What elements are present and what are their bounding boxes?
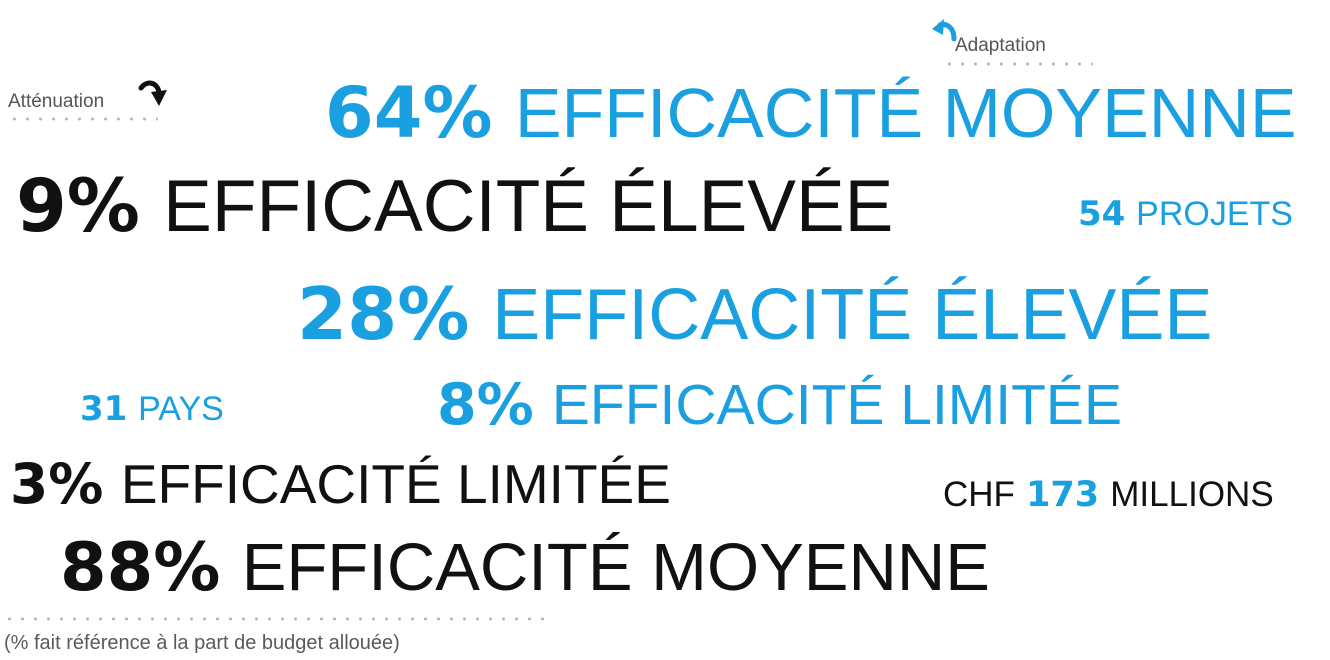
percentage-value: 3% [10,452,104,516]
statement-adaptation-limited: 8% EFFICACITÉ LIMITÉE [437,377,1122,434]
efficacy-label: EFFICACITÉ LIMITÉE [551,373,1122,437]
statement-mitigation-limited: 3% EFFICACITÉ LIMITÉE [10,457,671,512]
countries-number: 31 [80,389,128,429]
stat-projects: 54 PROJETS [1078,197,1293,231]
statement-adaptation-medium: 64% EFFICACITÉ MOYENNE [325,78,1297,148]
mitigation-dotted-line [8,117,158,121]
statement-mitigation-medium: 88% EFFICACITÉ MOYENNE [60,534,990,602]
adaptation-label: Adaptation [955,35,1046,56]
percentage-value: 64% [325,72,493,154]
budget-number: 173 [1026,475,1100,515]
percentage-value: 28% [297,272,470,356]
percentage-value: 8% [437,372,534,438]
curved-arrow-down-right-icon [138,80,167,106]
statement-mitigation-high: 9% EFFICACITÉ ÉLEVÉE [16,170,893,243]
statement-adaptation-high: 28% EFFICACITÉ ÉLEVÉE [297,278,1212,351]
curved-arrow-down-left-icon [932,19,957,42]
efficacy-label: EFFICACITÉ MOYENNE [514,74,1297,152]
efficacy-label: EFFICACITÉ ÉLEVÉE [492,275,1213,355]
stat-budget: CHF 173 MILLIONS [943,477,1274,513]
projects-label: PROJETS [1136,195,1293,233]
efficacy-label: EFFICACITÉ LIMITÉE [120,453,671,515]
projects-number: 54 [1078,194,1126,234]
footnote-dotted-line [3,617,551,621]
efficacy-label: EFFICACITÉ MOYENNE [241,530,990,605]
currency-label: CHF [943,475,1015,514]
mitigation-label: Atténuation [8,91,105,112]
percentage-value: 88% [60,528,221,606]
countries-label: PAYS [138,390,224,428]
footnote: (% fait référence à la part de budget al… [4,632,400,654]
stat-countries: 31 PAYS [80,392,224,426]
budget-label: MILLIONS [1110,475,1274,514]
adaptation-dotted-line [943,62,1093,66]
efficacy-label: EFFICACITÉ ÉLEVÉE [163,166,894,247]
percentage-value: 9% [16,164,140,249]
